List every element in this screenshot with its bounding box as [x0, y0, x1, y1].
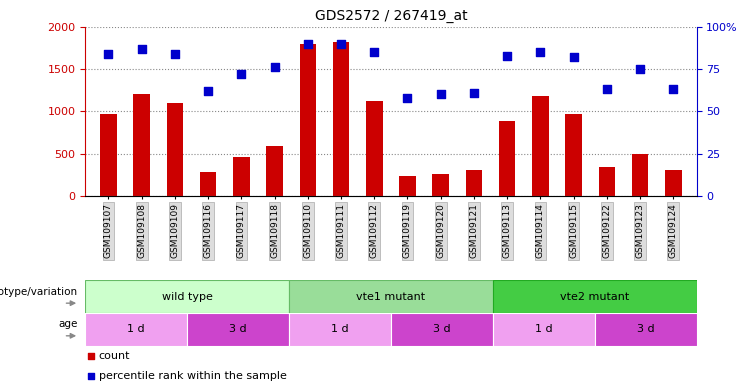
Bar	[266, 146, 283, 196]
Bar	[493, 313, 594, 346]
Bar	[299, 44, 316, 196]
Point	[468, 90, 480, 96]
Bar	[665, 170, 682, 196]
Point	[668, 86, 679, 93]
Text: 1 d: 1 d	[535, 324, 553, 334]
Point	[435, 91, 447, 98]
Bar	[333, 42, 349, 196]
Point	[169, 51, 181, 57]
Point	[102, 51, 114, 57]
Bar	[599, 167, 615, 196]
Bar	[100, 114, 117, 196]
Text: 1 d: 1 d	[127, 324, 145, 334]
Bar	[565, 114, 582, 196]
Bar	[187, 313, 289, 346]
Bar	[399, 176, 416, 196]
Text: 3 d: 3 d	[637, 324, 654, 334]
Text: 3 d: 3 d	[229, 324, 247, 334]
Point	[634, 66, 646, 72]
Point	[202, 88, 214, 94]
Bar	[594, 313, 697, 346]
Bar	[289, 313, 391, 346]
Point	[136, 46, 147, 52]
Bar	[499, 121, 516, 196]
Point	[236, 71, 247, 77]
Bar	[289, 280, 493, 313]
Text: genotype/variation: genotype/variation	[0, 287, 77, 297]
Bar	[532, 96, 548, 196]
Bar	[85, 313, 187, 346]
Point	[568, 54, 579, 60]
Bar	[493, 280, 697, 313]
Point	[601, 86, 613, 93]
Bar	[85, 280, 289, 313]
Bar	[433, 174, 449, 196]
Point	[501, 53, 513, 59]
Bar	[233, 157, 250, 196]
Text: 3 d: 3 d	[433, 324, 451, 334]
Title: GDS2572 / 267419_at: GDS2572 / 267419_at	[315, 9, 467, 23]
Point	[335, 41, 347, 47]
Bar	[366, 101, 382, 196]
Bar	[632, 154, 648, 196]
Text: percentile rank within the sample: percentile rank within the sample	[99, 371, 287, 381]
Bar	[133, 94, 150, 196]
Bar	[465, 170, 482, 196]
Text: vte2 mutant: vte2 mutant	[560, 291, 629, 302]
Point	[269, 65, 281, 71]
Point	[402, 95, 413, 101]
Point	[534, 49, 546, 55]
Text: 1 d: 1 d	[331, 324, 349, 334]
Point	[302, 41, 313, 47]
Text: wild type: wild type	[162, 291, 213, 302]
Bar	[391, 313, 493, 346]
Text: age: age	[58, 319, 77, 329]
Point	[440, 285, 452, 291]
Point	[440, 110, 452, 116]
Point	[368, 49, 380, 55]
Text: count: count	[99, 351, 130, 361]
Text: vte1 mutant: vte1 mutant	[356, 291, 425, 302]
Bar	[167, 103, 183, 196]
Bar	[200, 172, 216, 196]
